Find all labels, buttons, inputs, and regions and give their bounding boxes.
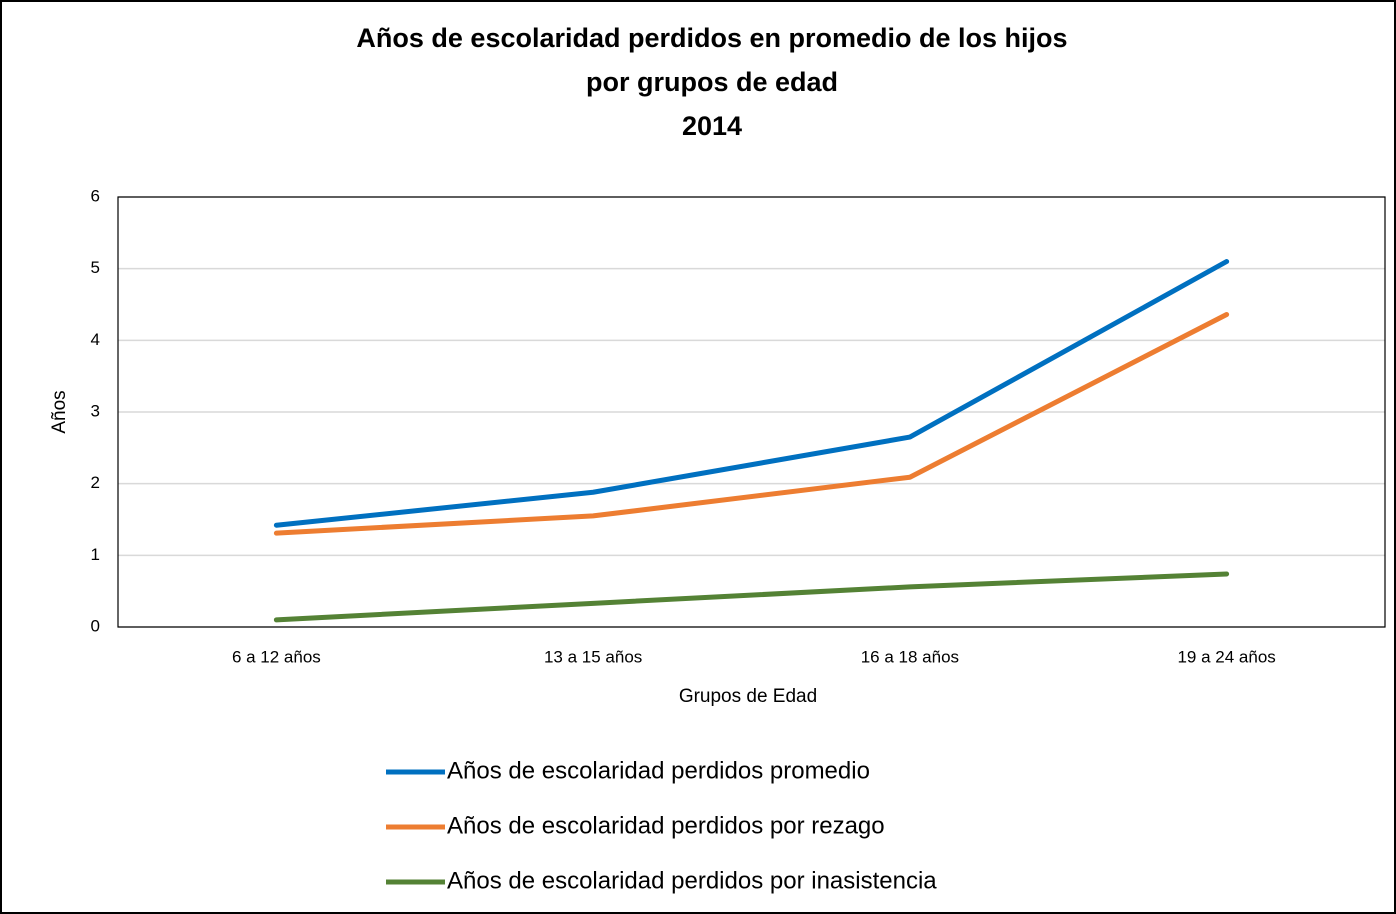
x-tick-label: 16 a 18 años: [861, 647, 959, 666]
legend-label: Años de escolaridad perdidos por inasist…: [447, 867, 937, 894]
x-tick-label: 13 a 15 años: [544, 647, 642, 666]
chart-title: Años de escolaridad perdidos en promedio…: [356, 23, 1067, 53]
legend-label: Años de escolaridad perdidos promedio: [447, 757, 870, 784]
series-line: [273, 312, 1230, 536]
legend-label: Años de escolaridad perdidos por rezago: [447, 812, 885, 839]
y-tick-label: 0: [91, 616, 100, 635]
x-tick-label: 6 a 12 años: [232, 647, 321, 666]
chart-title: por grupos de edad: [586, 67, 838, 97]
y-axis-label: Años: [49, 390, 70, 433]
y-tick-label: 1: [91, 545, 100, 564]
chart-title: 2014: [682, 111, 742, 141]
y-tick-label: 3: [91, 401, 100, 420]
y-tick-label: 4: [91, 330, 100, 349]
series-line: [273, 571, 1230, 623]
x-tick-label: 19 a 24 años: [1177, 647, 1275, 666]
y-tick-label: 6: [91, 186, 100, 205]
plot-border: [117, 196, 1386, 628]
series-line: [273, 259, 1230, 528]
y-tick-label: 5: [91, 258, 100, 277]
x-axis-label: Grupos de Edad: [679, 686, 817, 707]
y-tick-label: 2: [91, 473, 100, 492]
